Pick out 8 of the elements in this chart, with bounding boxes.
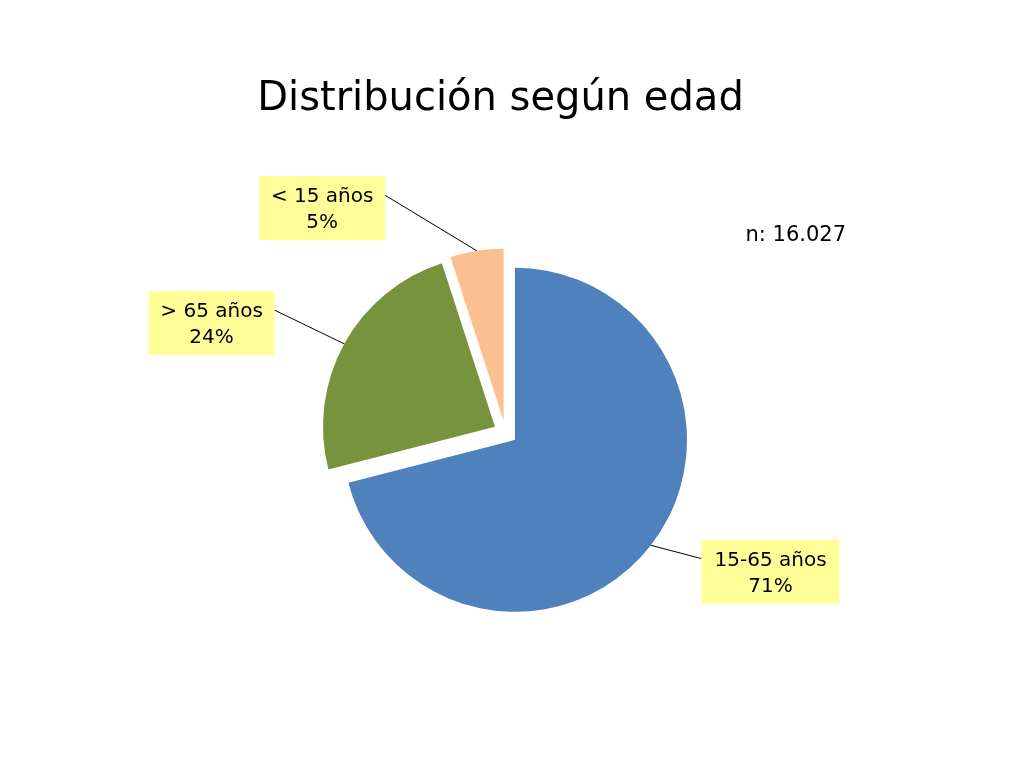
data-label: 71% — [748, 572, 793, 597]
slice-label: < 15 años — [270, 183, 374, 208]
text: n: 16.027 — [745, 221, 847, 246]
data-label: 24% — [189, 324, 234, 349]
slice-label: 15-65 años — [714, 546, 827, 571]
slice-label: > 65 años — [160, 298, 263, 323]
chart-title: Distribución según edad — [257, 72, 744, 119]
data-label: 5% — [306, 209, 339, 234]
